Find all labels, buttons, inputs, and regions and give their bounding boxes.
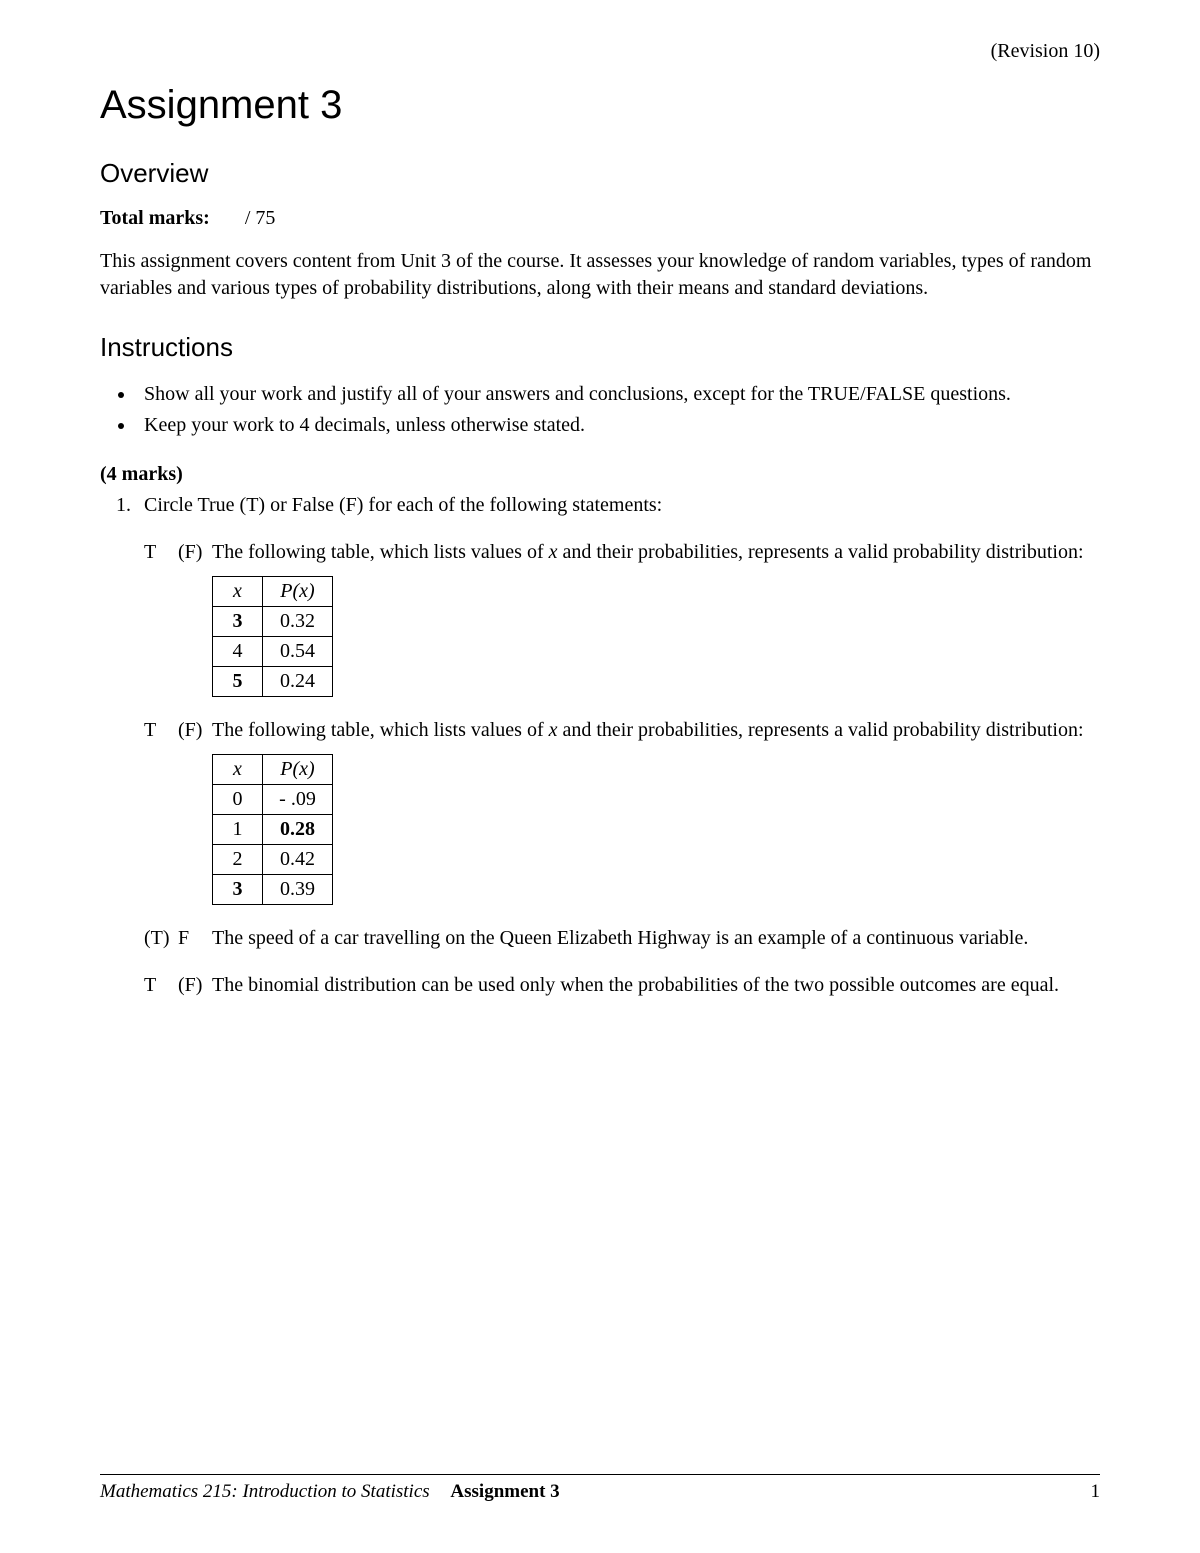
- false-option[interactable]: (F): [178, 972, 212, 999]
- cell-x: 5: [213, 667, 263, 697]
- cell-px: 0.42: [263, 845, 333, 875]
- footer-left: Mathematics 215: Introduction to Statist…: [100, 1481, 560, 1503]
- footer-assignment: Assignment 3: [450, 1481, 559, 1502]
- instructions-heading: Instructions: [100, 332, 1100, 363]
- cell-px: 0.39: [263, 875, 333, 905]
- stmt-text: and their probabilities, represents a va…: [558, 719, 1084, 741]
- table-header-px: P(x): [263, 577, 333, 607]
- cell-x: 3: [213, 875, 263, 905]
- page: (Revision 10) Assignment 3 Overview Tota…: [0, 0, 1200, 1553]
- table-row: 30.32: [213, 607, 333, 637]
- question-marks: (4 marks): [100, 463, 1100, 486]
- instruction-item: Show all your work and justify all of yo…: [136, 381, 1100, 408]
- cell-x: 1: [213, 815, 263, 845]
- true-option[interactable]: T: [144, 539, 178, 566]
- stmt-var: x: [549, 719, 558, 741]
- false-option[interactable]: (F): [178, 539, 212, 566]
- cell-x: 2: [213, 845, 263, 875]
- probability-table: x P(x) 30.32 40.54 50.24: [212, 576, 333, 697]
- cell-px: 0.32: [263, 607, 333, 637]
- probability-table: x P(x) 0- .09 10.28 20.42 30.39: [212, 754, 333, 905]
- table-row: 20.42: [213, 845, 333, 875]
- true-option[interactable]: T: [144, 717, 178, 744]
- cell-px: 0.28: [263, 815, 333, 845]
- overview-description: This assignment covers content from Unit…: [100, 248, 1100, 302]
- tf-item: T (F) The binomial distribution can be u…: [144, 972, 1100, 999]
- question-1: Circle True (T) or False (F) for each of…: [136, 492, 1100, 999]
- table-row: 0- .09: [213, 785, 333, 815]
- tf-item: (T) F The speed of a car travelling on t…: [144, 925, 1100, 952]
- cell-px: - .09: [263, 785, 333, 815]
- cell-x: 3: [213, 607, 263, 637]
- stmt-text: and their probabilities, represents a va…: [558, 541, 1084, 563]
- table-header-x: x: [213, 577, 263, 607]
- footer-course: Mathematics 215: Introduction to Statist…: [100, 1481, 430, 1502]
- stmt-text: The following table, which lists values …: [212, 541, 549, 563]
- tf-item: T (F) The following table, which lists v…: [144, 539, 1100, 697]
- table-header-px: P(x): [263, 755, 333, 785]
- table-header-x: x: [213, 755, 263, 785]
- false-option[interactable]: (F): [178, 717, 212, 744]
- instructions-list: Show all your work and justify all of yo…: [100, 381, 1100, 439]
- table-row: 40.54: [213, 637, 333, 667]
- overview-heading: Overview: [100, 158, 1100, 189]
- stmt-text: The following table, which lists values …: [212, 719, 549, 741]
- total-marks: Total marks: / 75: [100, 207, 1100, 230]
- footer-page-number: 1: [1091, 1481, 1101, 1503]
- tf-statement: The binomial distribution can be used on…: [212, 972, 1100, 999]
- false-option[interactable]: F: [178, 925, 212, 952]
- page-footer: Mathematics 215: Introduction to Statist…: [100, 1474, 1100, 1503]
- total-marks-value: / 75: [245, 207, 276, 229]
- footer-rule: [100, 1474, 1100, 1475]
- page-title: Assignment 3: [100, 83, 1100, 128]
- instruction-item: Keep your work to 4 decimals, unless oth…: [136, 412, 1100, 439]
- true-option[interactable]: (T): [144, 925, 178, 952]
- cell-x: 0: [213, 785, 263, 815]
- true-option[interactable]: T: [144, 972, 178, 999]
- tf-statement: The speed of a car travelling on the Que…: [212, 925, 1100, 952]
- revision-label: (Revision 10): [100, 40, 1100, 63]
- question-prompt: Circle True (T) or False (F) for each of…: [144, 494, 662, 516]
- tf-statement: The following table, which lists values …: [212, 539, 1100, 566]
- total-marks-label: Total marks:: [100, 207, 210, 229]
- table-row: 50.24: [213, 667, 333, 697]
- cell-px: 0.54: [263, 637, 333, 667]
- cell-px: 0.24: [263, 667, 333, 697]
- stmt-var: x: [549, 541, 558, 563]
- table-row: 30.39: [213, 875, 333, 905]
- cell-x: 4: [213, 637, 263, 667]
- tf-item: T (F) The following table, which lists v…: [144, 717, 1100, 905]
- question-list: Circle True (T) or False (F) for each of…: [100, 492, 1100, 999]
- tf-statement: The following table, which lists values …: [212, 717, 1100, 744]
- table-row: 10.28: [213, 815, 333, 845]
